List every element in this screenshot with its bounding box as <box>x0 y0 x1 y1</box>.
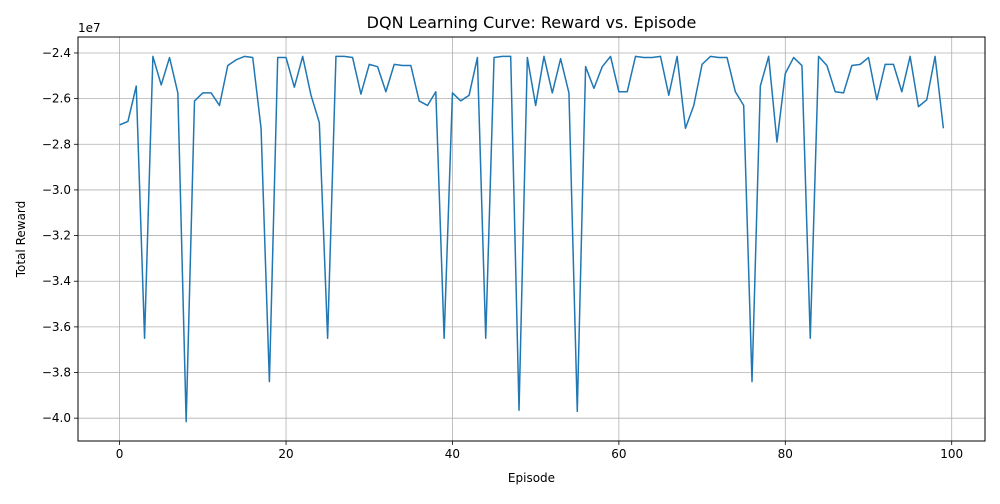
series-line <box>119 55 945 423</box>
y-tick-label: −3.6 <box>42 320 71 334</box>
series-line-group <box>119 55 945 423</box>
x-tick-label: 0 <box>116 447 124 461</box>
x-tick-label: 80 <box>778 447 793 461</box>
y-tick-label: −2.6 <box>42 92 71 106</box>
y-axis-ticks: −4.0 −3.8 −3.6 −3.4 −3.2 −3.0 −2.8 −2.6 −2.4 <box>42 46 78 425</box>
y-tick-label: −2.8 <box>42 137 71 151</box>
y-axis-label: Total Reward <box>14 201 28 279</box>
y-tick-label: −3.4 <box>42 274 71 288</box>
x-tick-label: 60 <box>611 447 626 461</box>
x-tick-label: 40 <box>445 447 460 461</box>
x-axis-label: Episode <box>508 471 555 485</box>
grid-lines <box>78 37 985 441</box>
chart-title: DQN Learning Curve: Reward vs. Episode <box>367 13 697 32</box>
x-axis-ticks: 0 20 40 60 80 100 <box>116 441 963 461</box>
y-tick-label: −3.8 <box>42 366 71 380</box>
y-tick-label: −4.0 <box>42 411 71 425</box>
y-tick-label: −3.2 <box>42 229 71 243</box>
x-tick-label: 100 <box>940 447 963 461</box>
y-axis-offset-text: 1e7 <box>78 21 101 35</box>
y-tick-label: −2.4 <box>42 46 71 60</box>
y-tick-label: −3.0 <box>42 183 71 197</box>
x-tick-label: 20 <box>278 447 293 461</box>
plot-area-frame <box>77 36 986 442</box>
